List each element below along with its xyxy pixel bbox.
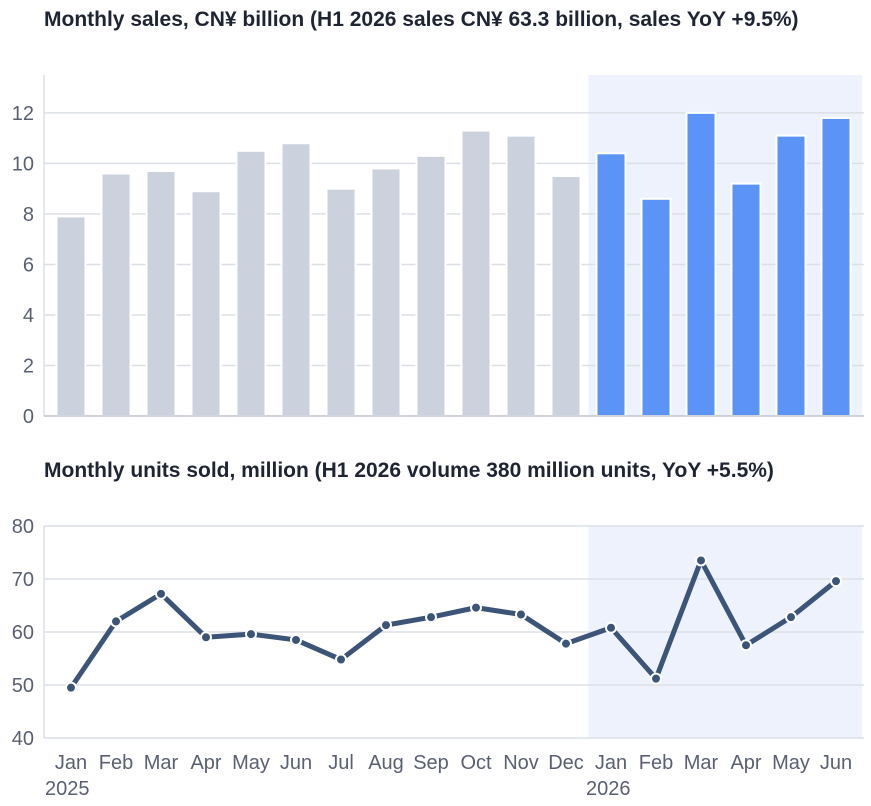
x-tick-label: Nov [503, 752, 539, 774]
x-tick-label: Jun [820, 752, 852, 774]
data-point [830, 575, 842, 588]
x-tick-label: Apr [730, 752, 761, 774]
y-tick-label: 6 [23, 254, 34, 276]
bar [820, 116, 852, 418]
x-tick-label: Jun [280, 752, 312, 774]
data-point [470, 601, 482, 614]
bar [775, 134, 807, 417]
y-tick-label: 8 [23, 204, 34, 226]
bar [55, 215, 87, 417]
series-line [68, 557, 839, 691]
x-year-label: 2025 [45, 778, 90, 800]
x-tick-label: Oct [460, 752, 492, 774]
bar [730, 182, 762, 417]
bar [415, 154, 447, 418]
bar [190, 190, 222, 417]
x-tick-label: Mar [684, 752, 719, 774]
x-tick-label: May [232, 752, 270, 774]
x-tick-label: Apr [190, 752, 221, 774]
x-tick-label: Dec [548, 752, 584, 774]
data-point [65, 681, 77, 694]
bar [550, 175, 582, 417]
x-year-label: 2026 [586, 778, 631, 800]
y-tick-label: 4 [23, 305, 34, 327]
bar [235, 149, 267, 417]
data-point [155, 587, 167, 600]
bar [640, 197, 672, 417]
y-tick-label: 60 [12, 622, 34, 644]
data-point [245, 628, 257, 641]
data-point [695, 554, 707, 567]
data-point [110, 615, 122, 628]
data-point [290, 633, 302, 646]
x-tick-label: Jan [595, 752, 627, 774]
y-tick-label: 0 [23, 406, 34, 428]
x-tick-label: Feb [99, 752, 133, 774]
bar [100, 172, 132, 417]
units-chart-title: Monthly units sold, million (H1 2026 vol… [44, 459, 774, 482]
x-tick-label: May [772, 752, 810, 774]
y-tick-label: 50 [12, 675, 34, 697]
bar [370, 167, 402, 417]
x-tick-label: Jul [328, 752, 354, 774]
bar [595, 152, 627, 417]
y-tick-label: 70 [12, 569, 34, 591]
data-point [425, 611, 437, 624]
y-tick-label: 40 [12, 728, 34, 750]
y-tick-label: 12 [12, 103, 34, 125]
data-point [650, 672, 662, 685]
bar [505, 134, 537, 417]
data-point [380, 619, 392, 632]
bar [145, 169, 177, 417]
data-point [605, 621, 617, 634]
x-tick-label: Feb [639, 752, 673, 774]
y-tick-label: 10 [12, 153, 34, 175]
bar [685, 111, 717, 417]
data-point [560, 637, 572, 650]
bar [280, 142, 312, 417]
x-tick-label: Aug [368, 752, 404, 774]
forecast-shading [588, 75, 862, 416]
bar [460, 129, 492, 417]
y-tick-label: 2 [23, 355, 34, 377]
y-tick-label: 80 [12, 516, 34, 538]
bar [325, 187, 357, 417]
sales-chart-title: Monthly sales, CN¥ billion (H1 2026 sale… [44, 8, 799, 31]
data-point [335, 653, 347, 666]
x-tick-label: Sep [413, 752, 449, 774]
data-point [515, 608, 527, 621]
data-point [200, 631, 212, 644]
data-point [785, 611, 797, 624]
x-tick-label: Jan [55, 752, 87, 774]
data-point [740, 639, 752, 652]
x-tick-label: Mar [144, 752, 179, 774]
